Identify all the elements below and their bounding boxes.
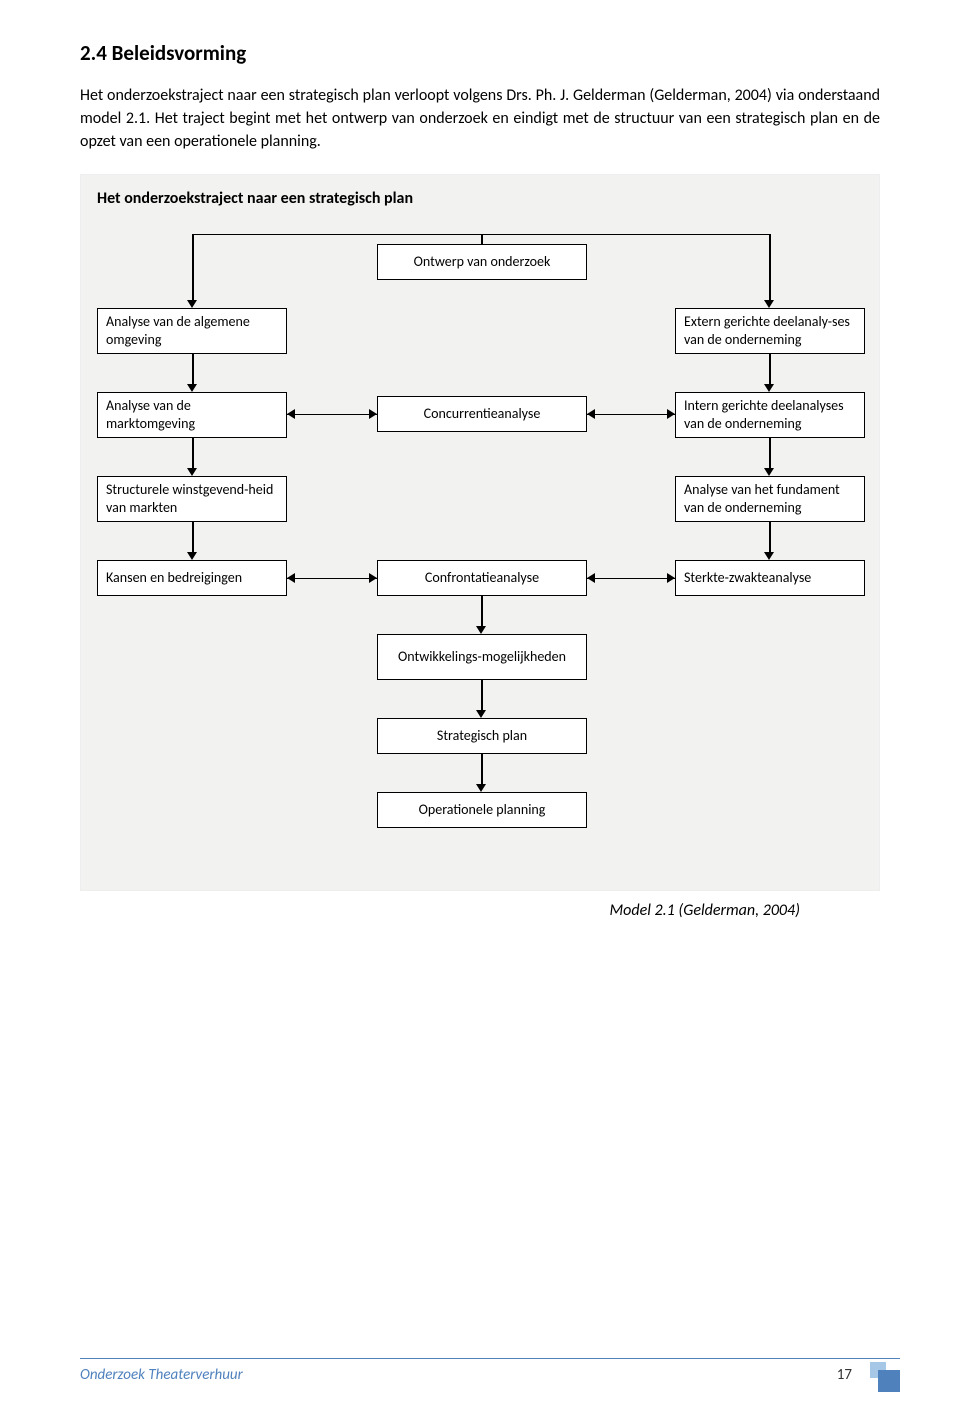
footer-divider bbox=[80, 1358, 900, 1359]
box-right4: Sterkte-zwakteanalyse bbox=[675, 560, 865, 596]
box-left3: Structurele winstgevend-heid van markten bbox=[97, 476, 287, 522]
box-left1: Analyse van de algemene omgeving bbox=[97, 308, 287, 354]
box-right1: Extern gerichte deelanaly-ses van de ond… bbox=[675, 308, 865, 354]
box-ontwerp: Ontwerp van onderzoek bbox=[377, 244, 587, 280]
body-paragraph: Het onderzoekstraject naar een strategis… bbox=[80, 84, 880, 154]
box-right3: Analyse van het fundament van de onderne… bbox=[675, 476, 865, 522]
box-right2: Intern gerichte deelanalyses van de onde… bbox=[675, 392, 865, 438]
figure-title: Het onderzoekstraject naar een strategis… bbox=[97, 189, 863, 208]
flowchart: Ontwerp van onderzoek Analyse van de alg… bbox=[97, 226, 865, 866]
box-left2: Analyse van de marktomgeving bbox=[97, 392, 287, 438]
box-left4: Kansen en bedreigingen bbox=[97, 560, 287, 596]
figure-caption: Model 2.1 (Gelderman, 2004) bbox=[80, 901, 800, 920]
figure-container: Het onderzoekstraject naar een strategis… bbox=[80, 174, 880, 891]
section-heading: 2.4 Beleidsvorming bbox=[80, 40, 880, 66]
footer-page-number: 17 bbox=[837, 1366, 852, 1384]
box-mid7: Operationele planning bbox=[377, 792, 587, 828]
page-footer: Onderzoek Theaterverhuur 17 bbox=[80, 1358, 900, 1398]
footer-decoration-icon bbox=[860, 1352, 900, 1392]
box-mid2: Concurrentieanalyse bbox=[377, 396, 587, 432]
box-mid4: Confrontatieanalyse bbox=[377, 560, 587, 596]
box-mid5: Ontwikkelings-mogelijkheden bbox=[377, 634, 587, 680]
box-mid6: Strategisch plan bbox=[377, 718, 587, 754]
footer-text: Onderzoek Theaterverhuur bbox=[80, 1366, 243, 1384]
